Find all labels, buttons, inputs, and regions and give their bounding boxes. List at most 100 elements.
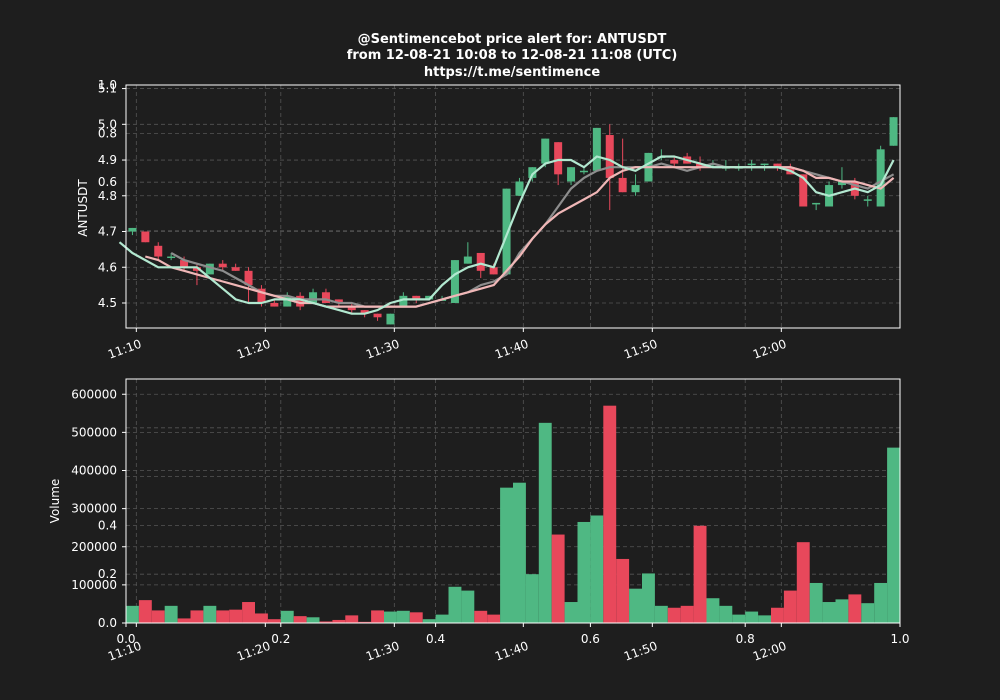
price-xtick-label: 11:20	[235, 337, 272, 362]
candle-body	[618, 177, 627, 193]
volume-overlay-xtick-label: 0.6	[581, 632, 600, 646]
candle-body	[502, 188, 511, 275]
candle-body	[515, 181, 524, 196]
volume-ytick-label: 400000	[71, 464, 117, 478]
volume-bar	[667, 607, 681, 623]
volume-overlay-xtick-label: 0.8	[736, 632, 755, 646]
candle-body	[812, 202, 821, 205]
candle-body	[128, 227, 137, 232]
volume-ytick-label: 100000	[71, 578, 117, 592]
moving-average-mid	[170, 162, 895, 308]
candle-body	[425, 295, 434, 300]
volume-overlay-xtick-label: 0.2	[271, 632, 290, 646]
volume-xtick-label: 12:00	[751, 639, 788, 664]
volume-bar	[500, 487, 513, 623]
volume-overlay-xtick-label: 0.4	[426, 632, 445, 646]
volume-ytick-label: 600000	[71, 387, 117, 401]
price-frame	[125, 84, 901, 329]
price-xtick-label: 11:30	[364, 337, 401, 362]
volume-bar	[861, 603, 875, 623]
volume-bar	[242, 602, 255, 623]
candle-body	[192, 267, 201, 271]
volume-overlay-ytick-label: 0.4	[98, 518, 117, 532]
price-overlay-ytick-label: 0.6	[98, 175, 117, 189]
price-ytick-label: 4.6	[98, 260, 117, 274]
candle-body	[605, 135, 614, 178]
volume-bar	[177, 618, 191, 623]
volume-bar	[654, 605, 668, 623]
price-xtick-label: 11:10	[106, 337, 143, 362]
volume-bar	[513, 482, 526, 623]
candle-body	[360, 310, 369, 314]
candle-body	[218, 263, 227, 268]
volume-bar	[564, 602, 578, 623]
candle-body	[399, 295, 408, 307]
candle-body	[592, 127, 601, 171]
volume-bar	[680, 605, 694, 623]
volume-xtick-label: 11:50	[622, 639, 659, 664]
volume-overlay-xtick-label: 0.0	[116, 632, 135, 646]
volume-bar	[822, 602, 836, 623]
volume-bar	[887, 447, 900, 623]
candle-body	[489, 267, 498, 275]
volume-bar	[138, 600, 152, 623]
volume-bar	[384, 611, 397, 623]
volume-bar	[835, 599, 849, 623]
volume-frame	[125, 378, 901, 624]
price-panel: 4.5 4.6 4.7 4.8 4.9 5.0 5.1 0.6 0.8 1.0 11:10 11:20…	[98, 78, 901, 362]
volume-ytick-label: 500000	[71, 425, 117, 439]
price-overlay-ytick-label: 0.8	[98, 127, 117, 141]
volume-bar	[126, 605, 139, 623]
volume-bar	[255, 613, 268, 623]
volume-bar	[719, 605, 733, 623]
candle-body	[412, 295, 421, 300]
moving-average-fast	[118, 155, 895, 315]
candle-body	[450, 260, 459, 303]
volume-bar	[487, 614, 501, 623]
volume-bar	[732, 614, 746, 623]
price-ytick-label: 4.8	[98, 189, 117, 203]
price-ytick-label: 5.1	[98, 82, 117, 96]
price-ytick-label: 5.0	[98, 117, 117, 131]
candle-body	[670, 160, 679, 164]
volume-xtick-label: 11:40	[493, 639, 530, 664]
volume-ytick-label: 0.0	[98, 616, 117, 630]
volume-ytick-label: 300000	[71, 502, 117, 516]
candle-body	[476, 252, 485, 271]
volume-bar	[358, 621, 372, 623]
price-overlay-ytick-label: 1.0	[98, 78, 117, 92]
volume-bar	[293, 616, 307, 623]
candle-body	[347, 306, 356, 311]
volume-bar	[448, 586, 462, 623]
candle-body	[205, 263, 214, 275]
volume-bar	[874, 582, 888, 623]
candle-body	[747, 163, 756, 166]
volume-bar	[422, 619, 436, 623]
volume-bar	[525, 574, 539, 623]
volume-bar	[629, 588, 642, 623]
volume-bar	[616, 558, 630, 623]
candle-body	[876, 149, 885, 207]
price-ytick-label: 4.9	[98, 153, 117, 167]
candle-body	[463, 256, 472, 264]
candle-body	[579, 170, 588, 173]
candle-body	[180, 260, 189, 268]
candle-body	[541, 138, 550, 164]
volume-bar	[848, 594, 862, 623]
candle-body	[386, 313, 395, 325]
candle-body	[528, 167, 537, 178]
candle-body	[231, 267, 240, 271]
volume-bar	[603, 405, 617, 623]
volume-bar	[590, 515, 604, 623]
candle-body	[257, 288, 266, 303]
volume-bar	[267, 619, 281, 623]
volume-ytick-label: 200000	[71, 540, 117, 554]
volume-bar	[809, 582, 823, 623]
volume-bar	[642, 573, 655, 623]
volume-bar	[551, 534, 565, 623]
volume-bar	[577, 521, 591, 623]
volume-bar	[706, 598, 720, 623]
price-xtick-label: 12:00	[751, 337, 788, 362]
volume-bar	[229, 609, 243, 623]
volume-axis-label: Volume	[48, 479, 62, 524]
